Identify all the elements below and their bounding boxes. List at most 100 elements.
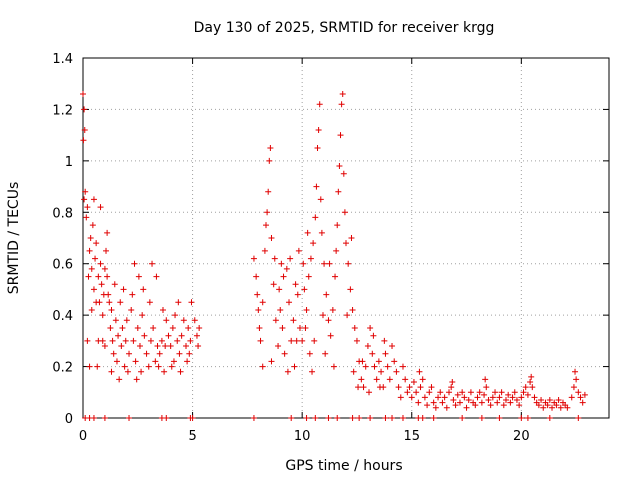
data-point xyxy=(116,376,123,383)
data-point xyxy=(389,415,396,421)
data-point xyxy=(121,363,128,370)
data-point xyxy=(90,286,97,293)
data-point xyxy=(306,350,313,357)
data-point xyxy=(313,183,320,190)
data-point xyxy=(500,402,507,409)
data-point xyxy=(402,376,409,383)
data-point xyxy=(326,260,333,267)
data-point xyxy=(369,350,376,357)
data-point xyxy=(321,260,328,267)
x-tick-label: 5 xyxy=(188,429,196,444)
data-point xyxy=(255,307,262,313)
data-point xyxy=(90,415,97,421)
data-point xyxy=(570,384,577,391)
data-point xyxy=(268,358,275,365)
data-point xyxy=(557,404,564,411)
data-point xyxy=(288,415,295,421)
data-point xyxy=(187,337,194,344)
plot-frame xyxy=(82,57,610,419)
data-point xyxy=(82,188,89,195)
x-tick-label: 0 xyxy=(79,429,87,444)
data-point xyxy=(152,358,159,365)
data-point xyxy=(437,389,444,396)
data-point xyxy=(146,299,153,306)
y-tick-label: 1 xyxy=(65,155,73,170)
y-axis-label: SRMTID / TECUs xyxy=(6,182,22,295)
data-point xyxy=(459,389,466,396)
data-point xyxy=(360,384,367,391)
data-point xyxy=(426,389,433,396)
y-tick-label: 0.2 xyxy=(52,361,73,376)
data-point xyxy=(265,188,272,195)
data-point xyxy=(579,399,586,406)
data-point xyxy=(310,240,317,247)
data-point xyxy=(169,325,176,331)
data-point xyxy=(140,286,147,293)
data-point xyxy=(546,397,553,403)
data-point xyxy=(393,368,400,375)
data-point xyxy=(489,394,496,401)
data-point xyxy=(302,325,309,331)
data-point xyxy=(505,391,512,398)
data-point xyxy=(546,415,553,421)
data-point xyxy=(141,332,148,339)
data-point xyxy=(428,384,435,391)
y-tick-label: 1.4 xyxy=(52,52,73,67)
data-point xyxy=(449,379,456,385)
y-tick-label: 0.4 xyxy=(52,309,73,324)
data-point xyxy=(283,265,290,272)
data-point xyxy=(172,312,179,319)
y-tick-label: 1.2 xyxy=(52,103,73,118)
data-point xyxy=(170,358,177,365)
data-point xyxy=(371,363,378,370)
data-point xyxy=(575,389,582,396)
data-point xyxy=(101,415,108,421)
data-point xyxy=(195,343,202,349)
data-point xyxy=(279,325,286,331)
data-point xyxy=(351,325,358,331)
data-point xyxy=(111,281,118,288)
data-point xyxy=(307,255,314,262)
data-point xyxy=(481,391,488,398)
data-point xyxy=(113,358,120,365)
data-point xyxy=(325,317,332,324)
data-point xyxy=(254,291,261,298)
data-point xyxy=(329,307,336,313)
data-point xyxy=(518,415,525,421)
data-point xyxy=(507,399,514,406)
data-point xyxy=(126,350,133,357)
data-point xyxy=(80,91,86,97)
data-point xyxy=(549,404,556,411)
data-point xyxy=(107,325,114,331)
data-point xyxy=(124,368,131,375)
data-point xyxy=(293,337,300,344)
data-point xyxy=(564,404,571,411)
data-point xyxy=(535,402,542,409)
data-point xyxy=(334,415,341,421)
data-point xyxy=(263,222,270,229)
data-point xyxy=(520,389,527,396)
data-point xyxy=(323,291,330,298)
data-point xyxy=(467,389,474,396)
data-point xyxy=(103,247,110,254)
data-point xyxy=(338,101,345,108)
data-point xyxy=(133,376,140,383)
data-point xyxy=(359,358,366,365)
data-point xyxy=(81,106,88,113)
data-point xyxy=(492,389,499,396)
data-point xyxy=(128,307,135,313)
data-point xyxy=(163,415,170,421)
data-point xyxy=(382,350,389,357)
data-point xyxy=(259,363,266,370)
data-point xyxy=(353,337,360,344)
data-point xyxy=(399,415,406,421)
data-point xyxy=(518,394,525,401)
data-point xyxy=(435,394,442,401)
data-point xyxy=(150,325,157,331)
data-point xyxy=(378,368,385,375)
data-point xyxy=(132,358,139,365)
data-point xyxy=(168,363,175,370)
data-point xyxy=(191,317,198,324)
data-point xyxy=(474,394,481,401)
